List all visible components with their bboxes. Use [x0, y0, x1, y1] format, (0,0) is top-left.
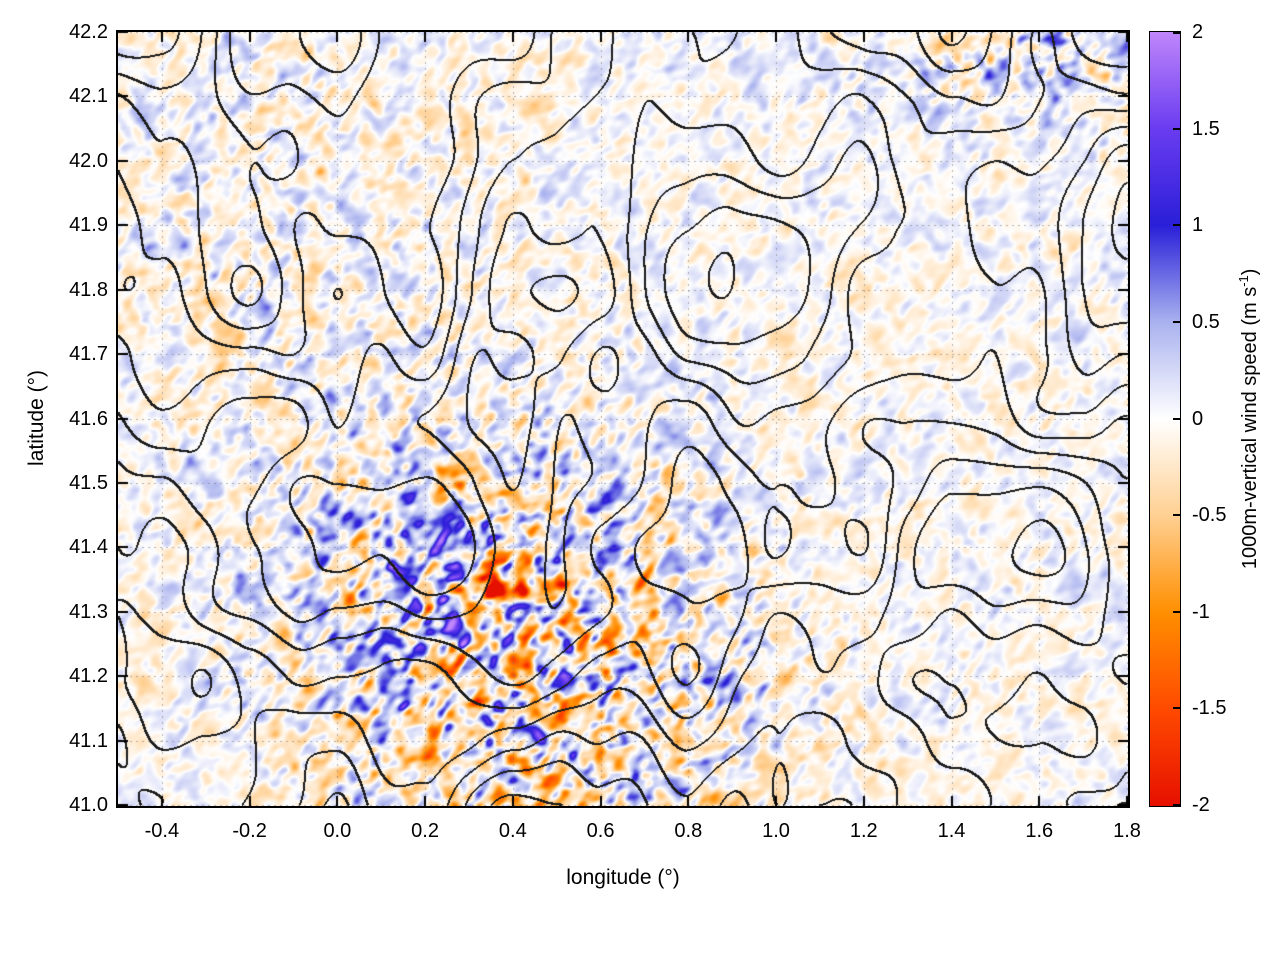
- y-tick-label: 41.7: [69, 343, 108, 366]
- x-tick-label: 1.4: [937, 820, 966, 842]
- colorbar-tick-label: -2: [1192, 794, 1210, 816]
- y-tick-label: 41.6: [69, 407, 108, 430]
- colorbar-tick-label: 0.5: [1192, 310, 1220, 333]
- colorbar-tick-mark: [1173, 32, 1180, 34]
- colorbar-tick-mark: [1173, 707, 1180, 710]
- x-tick-label: -0.2: [232, 820, 267, 842]
- colorbar-tick-mark: [1173, 417, 1180, 420]
- colorbar-tick-mark: [1173, 127, 1180, 130]
- colorbar-tick-label: -1.5: [1192, 697, 1227, 720]
- x-tick-label: 0.6: [586, 820, 615, 842]
- heatmap-canvas: [118, 32, 1128, 806]
- x-tick-label: 0.8: [674, 820, 703, 842]
- y-tick-label: 41.2: [69, 665, 108, 688]
- colorbar: [1149, 31, 1181, 807]
- y-tick-label: 42.1: [69, 85, 108, 108]
- colorbar-tick-label: -0.5: [1192, 504, 1227, 527]
- y-tick-label: 41.3: [69, 600, 108, 623]
- colorbar-tick-mark: [1173, 320, 1180, 323]
- colorbar-label-text: 1000m-vertical wind speed (m s: [1238, 286, 1261, 570]
- y-tick-label: 42.2: [69, 21, 108, 43]
- x-tick-label: 1.2: [849, 820, 878, 842]
- x-tick-label: 0.4: [498, 820, 527, 842]
- y-axis-label: latitude (°): [25, 370, 48, 466]
- x-tick-label: 0.0: [323, 820, 352, 842]
- y-tick-label: 41.9: [69, 214, 108, 237]
- colorbar-tick-mark: [1173, 610, 1180, 613]
- y-tick-label: 41.1: [69, 729, 108, 752]
- colorbar-tick-mark: [1173, 514, 1180, 517]
- x-axis-label: longitude (°): [566, 866, 680, 889]
- y-tick-label: 41.4: [69, 536, 108, 559]
- colorbar-tick-mark: [1173, 804, 1180, 806]
- colorbar-tick-label: 1.5: [1192, 117, 1220, 140]
- x-tick-label: 1.8: [1113, 820, 1141, 842]
- colorbar-label-close: ): [1238, 268, 1261, 276]
- x-tick-label: 0.2: [411, 820, 439, 842]
- colorbar-label: 1000m-vertical wind speed (m s-1): [1236, 209, 1262, 629]
- colorbar-label-sup: -1: [1236, 275, 1252, 287]
- plot-area: [116, 30, 1130, 808]
- colorbar-tick-mark: [1173, 224, 1180, 227]
- x-tick-label: 1.0: [762, 820, 790, 842]
- colorbar-tick-label: -1: [1192, 600, 1210, 623]
- y-tick-label: 42.0: [69, 149, 108, 172]
- colorbar-tick-label: 2: [1192, 21, 1204, 43]
- x-tick-label: 1.6: [1025, 820, 1054, 842]
- y-tick-label: 41.0: [69, 794, 108, 816]
- x-tick-label: -0.4: [144, 820, 180, 842]
- colorbar-tick-label: 0: [1192, 407, 1204, 430]
- y-tick-label: 41.5: [69, 471, 108, 494]
- y-tick-label: 41.8: [69, 278, 108, 301]
- colorbar-tick-label: 1: [1192, 214, 1204, 237]
